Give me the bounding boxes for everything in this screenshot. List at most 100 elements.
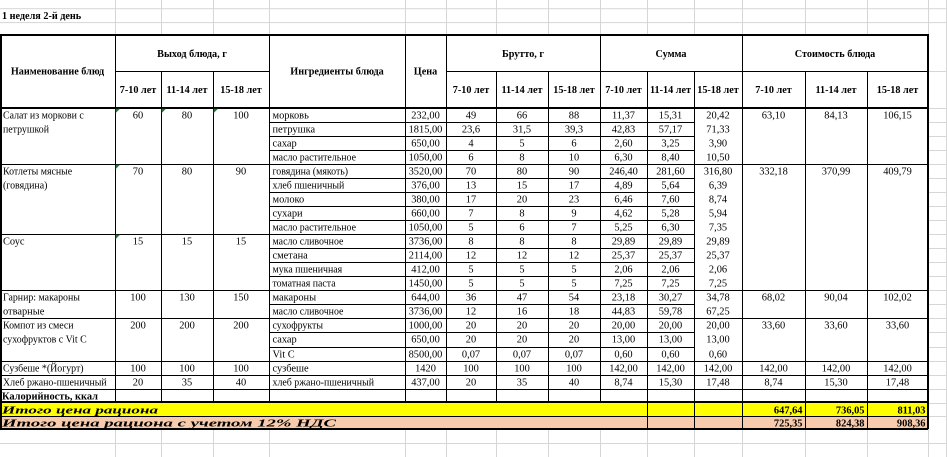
- svg-text:200: 200: [233, 321, 249, 332]
- svg-text:70: 70: [466, 167, 476, 178]
- svg-text:мука пшеничная: мука пшеничная: [273, 265, 343, 276]
- svg-text:Салат из моркови с: Салат из моркови с: [3, 111, 84, 122]
- svg-text:246,40: 246,40: [609, 167, 638, 178]
- svg-text:63,10: 63,10: [762, 111, 785, 122]
- svg-text:12: 12: [466, 307, 476, 318]
- svg-text:23: 23: [569, 195, 579, 206]
- svg-text:20: 20: [466, 335, 476, 346]
- svg-text:33,60: 33,60: [762, 321, 785, 332]
- svg-text:15: 15: [236, 237, 246, 248]
- svg-text:644,00: 644,00: [411, 293, 440, 304]
- svg-text:0,07: 0,07: [513, 350, 531, 361]
- svg-text:Итого цена рациона: Итого цена рациона: [0, 405, 158, 417]
- svg-text:12: 12: [569, 251, 579, 262]
- svg-text:5: 5: [468, 223, 473, 234]
- svg-text:сухофрукты: сухофрукты: [273, 321, 324, 332]
- svg-text:говядина (мякоть): говядина (мякоть): [273, 167, 349, 178]
- svg-text:8: 8: [571, 237, 576, 248]
- svg-text:1050,00: 1050,00: [409, 153, 443, 164]
- svg-text:90: 90: [236, 167, 246, 178]
- svg-text:35: 35: [182, 378, 192, 389]
- svg-text:4,62: 4,62: [614, 209, 632, 220]
- svg-text:5,25: 5,25: [614, 223, 632, 234]
- svg-text:Хлеб ржано-пшеничный: Хлеб ржано-пшеничный: [3, 378, 107, 389]
- svg-text:5: 5: [571, 279, 576, 290]
- svg-text:90,04: 90,04: [824, 293, 848, 304]
- svg-text:57,17: 57,17: [659, 125, 682, 136]
- svg-text:7,25: 7,25: [709, 279, 727, 290]
- svg-text:20: 20: [517, 321, 527, 332]
- svg-text:5: 5: [571, 265, 576, 276]
- svg-text:3736,00: 3736,00: [409, 307, 443, 318]
- svg-text:6,30: 6,30: [661, 223, 679, 234]
- svg-text:54: 54: [569, 293, 580, 304]
- svg-text:20: 20: [133, 378, 143, 389]
- svg-text:8: 8: [519, 153, 524, 164]
- svg-text:650,00: 650,00: [411, 139, 440, 150]
- svg-text:100: 100: [566, 364, 582, 375]
- svg-text:80: 80: [182, 167, 192, 178]
- svg-text:42,83: 42,83: [612, 125, 635, 136]
- svg-text:33,60: 33,60: [886, 321, 909, 332]
- svg-text:Итого цена рациона с учетом 12: Итого цена рациона с учетом 12% НДС: [0, 418, 337, 430]
- svg-text:масло растительное: масло растительное: [273, 153, 357, 164]
- svg-text:84,13: 84,13: [824, 111, 847, 122]
- svg-text:824,38: 824,38: [836, 419, 865, 430]
- svg-text:725,35: 725,35: [774, 419, 803, 430]
- svg-text:370,99: 370,99: [822, 167, 851, 178]
- svg-text:11,37: 11,37: [612, 111, 635, 122]
- svg-text:Гарнир: макароны: Гарнир: макароны: [3, 293, 80, 304]
- svg-text:5: 5: [468, 265, 473, 276]
- svg-text:петрушкой: петрушкой: [3, 125, 49, 136]
- svg-text:7,25: 7,25: [661, 279, 679, 290]
- svg-text:сметана: сметана: [273, 251, 309, 262]
- svg-text:сахар: сахар: [273, 335, 297, 346]
- svg-text:142,00: 142,00: [609, 364, 638, 375]
- svg-text:33,60: 33,60: [824, 321, 847, 332]
- svg-text:8500,00: 8500,00: [409, 350, 443, 361]
- svg-text:12: 12: [466, 251, 476, 262]
- svg-text:6: 6: [571, 139, 576, 150]
- svg-text:2114,00: 2114,00: [409, 251, 442, 262]
- svg-text:сухофруктов с Vit C: сухофруктов с Vit C: [3, 335, 87, 346]
- svg-text:0,07: 0,07: [565, 350, 583, 361]
- svg-text:20: 20: [517, 195, 527, 206]
- svg-text:412,00: 412,00: [411, 265, 440, 276]
- svg-text:Компот из смеси: Компот из смеси: [3, 321, 74, 332]
- svg-text:7-10 лет: 7-10 лет: [755, 85, 791, 96]
- svg-text:409,79: 409,79: [883, 167, 912, 178]
- svg-text:20: 20: [569, 335, 579, 346]
- svg-text:281,60: 281,60: [656, 167, 685, 178]
- svg-text:Сумма: Сумма: [656, 49, 687, 60]
- svg-text:908,36: 908,36: [897, 419, 926, 430]
- svg-text:30,27: 30,27: [659, 293, 682, 304]
- svg-text:сахар: сахар: [273, 139, 297, 150]
- svg-text:142,00: 142,00: [822, 364, 851, 375]
- svg-text:40: 40: [569, 378, 579, 389]
- svg-text:20,42: 20,42: [706, 111, 729, 122]
- svg-text:100: 100: [130, 364, 146, 375]
- svg-text:100: 100: [233, 364, 249, 375]
- svg-text:Цена: Цена: [414, 67, 437, 78]
- svg-text:13,00: 13,00: [706, 335, 729, 346]
- svg-text:Выход блюда, г: Выход блюда, г: [157, 49, 227, 60]
- svg-text:хлеб ржано-пшеничный: хлеб ржано-пшеничный: [273, 378, 375, 389]
- svg-text:11-14 лет: 11-14 лет: [167, 85, 208, 96]
- svg-text:100: 100: [233, 111, 249, 122]
- svg-text:5,94: 5,94: [709, 209, 728, 220]
- svg-text:15: 15: [517, 181, 527, 192]
- svg-text:200: 200: [130, 321, 146, 332]
- svg-text:17,48: 17,48: [706, 378, 729, 389]
- svg-text:8,40: 8,40: [661, 153, 679, 164]
- svg-text:1050,00: 1050,00: [409, 223, 443, 234]
- svg-text:1815,00: 1815,00: [409, 125, 443, 136]
- svg-text:40: 40: [236, 378, 246, 389]
- svg-text:376,00: 376,00: [411, 181, 440, 192]
- svg-text:20,00: 20,00: [706, 321, 729, 332]
- svg-text:20: 20: [569, 321, 579, 332]
- svg-text:8,74: 8,74: [614, 378, 633, 389]
- svg-text:17,48: 17,48: [886, 378, 909, 389]
- svg-text:100: 100: [130, 293, 146, 304]
- svg-text:88: 88: [569, 111, 579, 122]
- svg-text:8,74: 8,74: [709, 195, 728, 206]
